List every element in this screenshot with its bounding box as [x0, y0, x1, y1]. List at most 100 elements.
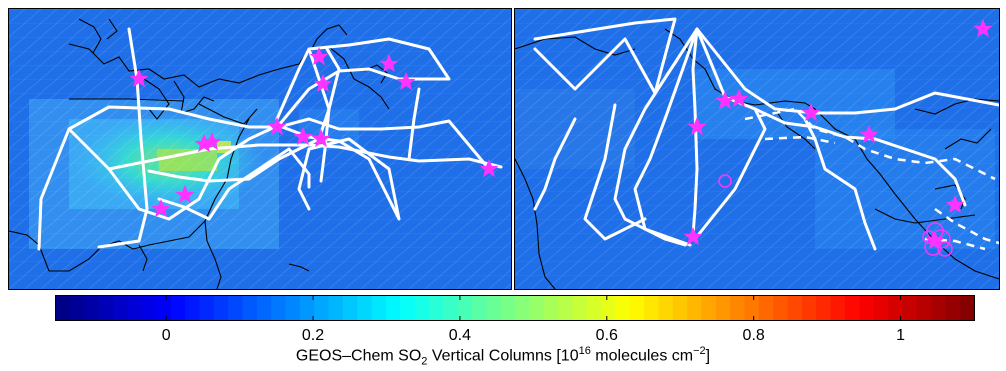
- colorbar-segment: [299, 296, 315, 320]
- colorbar-segment: [658, 296, 674, 320]
- colorbar-segment: [285, 296, 301, 320]
- colorbar-segment: [357, 296, 373, 320]
- dashed-tracks-right: [744, 107, 999, 251]
- colorbar-title-unit-exponent: −2: [693, 345, 706, 357]
- star-markers-left: [129, 47, 499, 218]
- star-marker: [313, 74, 333, 93]
- circle-markers-right: [718, 174, 953, 257]
- colorbar-segment: [601, 296, 616, 320]
- star-marker: [945, 195, 965, 214]
- colorbar-segment: [515, 296, 530, 320]
- colorbar-segment: [586, 296, 602, 320]
- map-canvas-left: [9, 9, 511, 289]
- colorbar-segment: [529, 296, 545, 320]
- colorbar-segment: [170, 296, 186, 320]
- colorbar-tick-label: 0.4: [448, 327, 472, 344]
- colorbar-segment: [414, 296, 430, 320]
- colorbar-gradient: [56, 296, 974, 320]
- colorbar-segment: [830, 296, 846, 320]
- star-marker: [859, 125, 879, 144]
- star-marker: [309, 47, 329, 66]
- colorbar-segment: [773, 296, 789, 320]
- colorbar-segment: [801, 296, 817, 320]
- colorbar-tick-label: 1: [896, 327, 905, 344]
- colorbar-segment: [859, 296, 875, 320]
- colorbar-segment: [185, 296, 201, 320]
- colorbar-segment: [730, 296, 746, 320]
- colorbar-segment: [242, 296, 258, 320]
- circle-marker: [922, 230, 936, 244]
- colorbar-segment: [500, 296, 516, 320]
- star-marker: [396, 72, 416, 91]
- colorbar-segment: [400, 296, 416, 320]
- colorbar-title-end: ]: [705, 347, 711, 365]
- colorbar-segment: [99, 296, 114, 320]
- colorbar-segment: [486, 296, 502, 320]
- colorbar-segment: [314, 296, 330, 320]
- colorbar-segment: [615, 296, 631, 320]
- star-marker: [687, 117, 707, 136]
- colorbar-segment: [113, 296, 129, 320]
- colorbar-segment: [70, 296, 86, 320]
- colorbar-segment: [873, 296, 889, 320]
- colorbar-title-units: molecules cm: [590, 347, 694, 365]
- star-marker: [973, 19, 993, 38]
- colorbar-title-exponent: 16: [578, 345, 591, 357]
- colorbar-segment: [672, 296, 688, 320]
- colorbar-tick-label: 0.6: [595, 327, 618, 344]
- colorbar-segment: [916, 296, 932, 320]
- colorbar-segment: [142, 296, 157, 320]
- colorbar-title-text: GEOS–Chem SO: [295, 347, 422, 365]
- star-marker: [729, 89, 749, 108]
- colorbar-segment: [572, 296, 588, 320]
- colorbar-segment: [701, 296, 717, 320]
- colorbar-segment: [887, 296, 903, 320]
- colorbar-title-subscript: 2: [421, 355, 428, 368]
- star-marker: [293, 127, 313, 146]
- colorbar-tick-label: 0.2: [301, 327, 325, 344]
- grid-overlay-left: [9, 9, 511, 289]
- colorbar-segment: [457, 296, 473, 320]
- colorbar-tick-label: 0.8: [742, 327, 765, 344]
- colorbar-segment: [787, 296, 803, 320]
- circle-marker: [937, 241, 953, 257]
- star-marker: [151, 199, 171, 218]
- colorbar-segment: [902, 296, 918, 320]
- map-panel-right: [514, 8, 1000, 290]
- colorbar-segment: [256, 296, 272, 320]
- star-marker: [715, 91, 735, 110]
- colorbar-segment: [471, 296, 487, 320]
- colorbar-tick-label: 0: [161, 327, 171, 344]
- colorbar-segment: [758, 296, 774, 320]
- colorbar-segment: [328, 296, 344, 320]
- colorbar-segment: [213, 296, 229, 320]
- colorbar-segment: [687, 296, 703, 320]
- colorbar-segment: [385, 296, 401, 320]
- star-marker: [129, 69, 149, 88]
- colorbar-title: GEOS–Chem SO2 Vertical Columns [1016 mol…: [0, 345, 1006, 368]
- star-marker: [311, 129, 331, 148]
- colorbar-segment: [228, 296, 244, 320]
- star-marker: [801, 103, 821, 122]
- grid-overlay-right: [515, 9, 999, 289]
- colorbar-segment: [959, 296, 974, 320]
- colorbar-segment: [156, 296, 172, 320]
- colorbar-title-text-mid: Vertical Columns [10: [427, 347, 579, 365]
- colorbar-segment: [127, 296, 143, 320]
- star-marker: [175, 185, 195, 204]
- star-marker: [683, 227, 703, 246]
- colorbar-segment: [342, 296, 358, 320]
- circle-marker: [924, 238, 942, 256]
- colorbar-segment: [558, 296, 573, 320]
- colorbar-segment: [930, 296, 946, 320]
- colorbar-segment: [271, 296, 287, 320]
- colorbar-segment: [56, 296, 71, 320]
- colorbar-segment: [199, 296, 215, 320]
- star-marker: [379, 54, 399, 73]
- colorbar-segment: [428, 296, 444, 320]
- flight-tracks-right: [533, 17, 999, 251]
- colorbar-segment: [629, 296, 645, 320]
- colorbar: [55, 295, 975, 321]
- colorbar-segment: [84, 296, 100, 320]
- colorbar-segment: [744, 296, 760, 320]
